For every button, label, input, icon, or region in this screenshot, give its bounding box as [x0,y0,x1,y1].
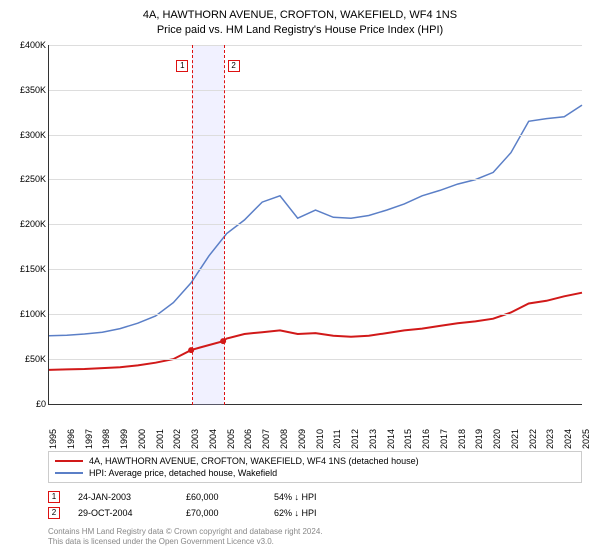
x-tick-label: 1996 [66,429,76,449]
y-tick-label: £0 [36,399,46,409]
transaction-row: 1 24-JAN-2003 £60,000 54% ↓ HPI [48,489,582,505]
transaction-date: 29-OCT-2004 [78,508,168,518]
gridline [49,90,582,91]
y-tick-label: £200K [20,219,46,229]
gridline [49,135,582,136]
x-tick-label: 2009 [297,429,307,449]
legend-label: 4A, HAWTHORN AVENUE, CROFTON, WAKEFIELD,… [89,456,419,466]
chart-container: 4A, HAWTHORN AVENUE, CROFTON, WAKEFIELD,… [0,0,600,552]
y-tick-label: £400K [20,40,46,50]
x-tick-label: 2016 [421,429,431,449]
x-tick-label: 2013 [368,429,378,449]
x-tick-label: 2024 [563,429,573,449]
x-tick-label: 2015 [403,429,413,449]
transaction-date: 24-JAN-2003 [78,492,168,502]
y-tick-label: £100K [20,309,46,319]
transaction-price: £70,000 [186,508,256,518]
y-tick-label: £50K [25,354,46,364]
transaction-badge: 2 [48,507,60,519]
x-tick-label: 1997 [84,429,94,449]
chart-title: 4A, HAWTHORN AVENUE, CROFTON, WAKEFIELD,… [10,8,590,39]
transaction-price: £60,000 [186,492,256,502]
x-tick-label: 2019 [474,429,484,449]
x-tick-label: 2000 [137,429,147,449]
marker-line [192,45,193,405]
marker-badge: 2 [228,60,240,72]
gridline [49,179,582,180]
transaction-badge: 1 [48,491,60,503]
gridline [49,269,582,270]
y-axis: £0£50K£100K£150K£200K£250K£300K£350K£400… [10,45,48,405]
y-tick-label: £300K [20,130,46,140]
x-tick-label: 2012 [350,429,360,449]
title-line-1: 4A, HAWTHORN AVENUE, CROFTON, WAKEFIELD,… [10,8,590,23]
x-tick-label: 2005 [226,429,236,449]
plot-area: 12 [48,45,582,405]
legend-label: HPI: Average price, detached house, Wake… [89,468,277,478]
x-tick-label: 2021 [510,429,520,449]
x-tick-label: 2020 [492,429,502,449]
transaction-hpi-relation: 54% ↓ HPI [274,492,364,502]
y-tick-label: £250K [20,174,46,184]
legend: 4A, HAWTHORN AVENUE, CROFTON, WAKEFIELD,… [48,451,582,483]
x-tick-label: 2023 [545,429,555,449]
x-axis: 1995 1996 1997 1998 1999 2000 2001 2002 2003 2004… [48,407,582,449]
x-tick-label: 2002 [172,429,182,449]
transaction-row: 2 29-OCT-2004 £70,000 62% ↓ HPI [48,505,582,521]
x-tick-label: 2014 [386,429,396,449]
footer-attribution: Contains HM Land Registry data © Crown c… [48,527,590,548]
y-tick-label: £150K [20,264,46,274]
x-tick-label: 2006 [243,429,253,449]
x-tick-label: 1999 [119,429,129,449]
series-hpi [49,105,582,336]
x-tick-label: 2022 [528,429,538,449]
transactions-table: 1 24-JAN-2003 £60,000 54% ↓ HPI 2 29-OCT-2004… [48,489,582,521]
y-tick-label: £350K [20,85,46,95]
footer-line-2: This data is licensed under the Open Gov… [48,537,590,547]
x-tick-label: 2004 [208,429,218,449]
gridline [49,45,582,46]
x-tick-label: 1995 [48,429,58,449]
legend-swatch [55,472,83,474]
chart-area: £0£50K£100K£150K£200K£250K£300K£350K£400… [48,45,582,449]
x-tick-label: 2003 [190,429,200,449]
transaction-hpi-relation: 62% ↓ HPI [274,508,364,518]
x-tick-label: 2001 [155,429,165,449]
gridline [49,224,582,225]
legend-item: HPI: Average price, detached house, Wake… [55,467,575,479]
x-tick-label: 2025 [581,429,591,449]
marker-line [224,45,225,405]
x-tick-label: 2018 [457,429,467,449]
legend-item: 4A, HAWTHORN AVENUE, CROFTON, WAKEFIELD,… [55,455,575,467]
legend-swatch [55,460,83,462]
x-tick-label: 1998 [101,429,111,449]
title-line-2: Price paid vs. HM Land Registry's House … [10,23,590,38]
gridline [49,314,582,315]
x-tick-label: 2017 [439,429,449,449]
x-tick-label: 2007 [261,429,271,449]
footer-line-1: Contains HM Land Registry data © Crown c… [48,527,590,537]
x-tick-label: 2010 [315,429,325,449]
gridline [49,359,582,360]
marker-badge: 1 [176,60,188,72]
x-tick-label: 2011 [332,429,342,448]
x-tick-label: 2008 [279,429,289,449]
